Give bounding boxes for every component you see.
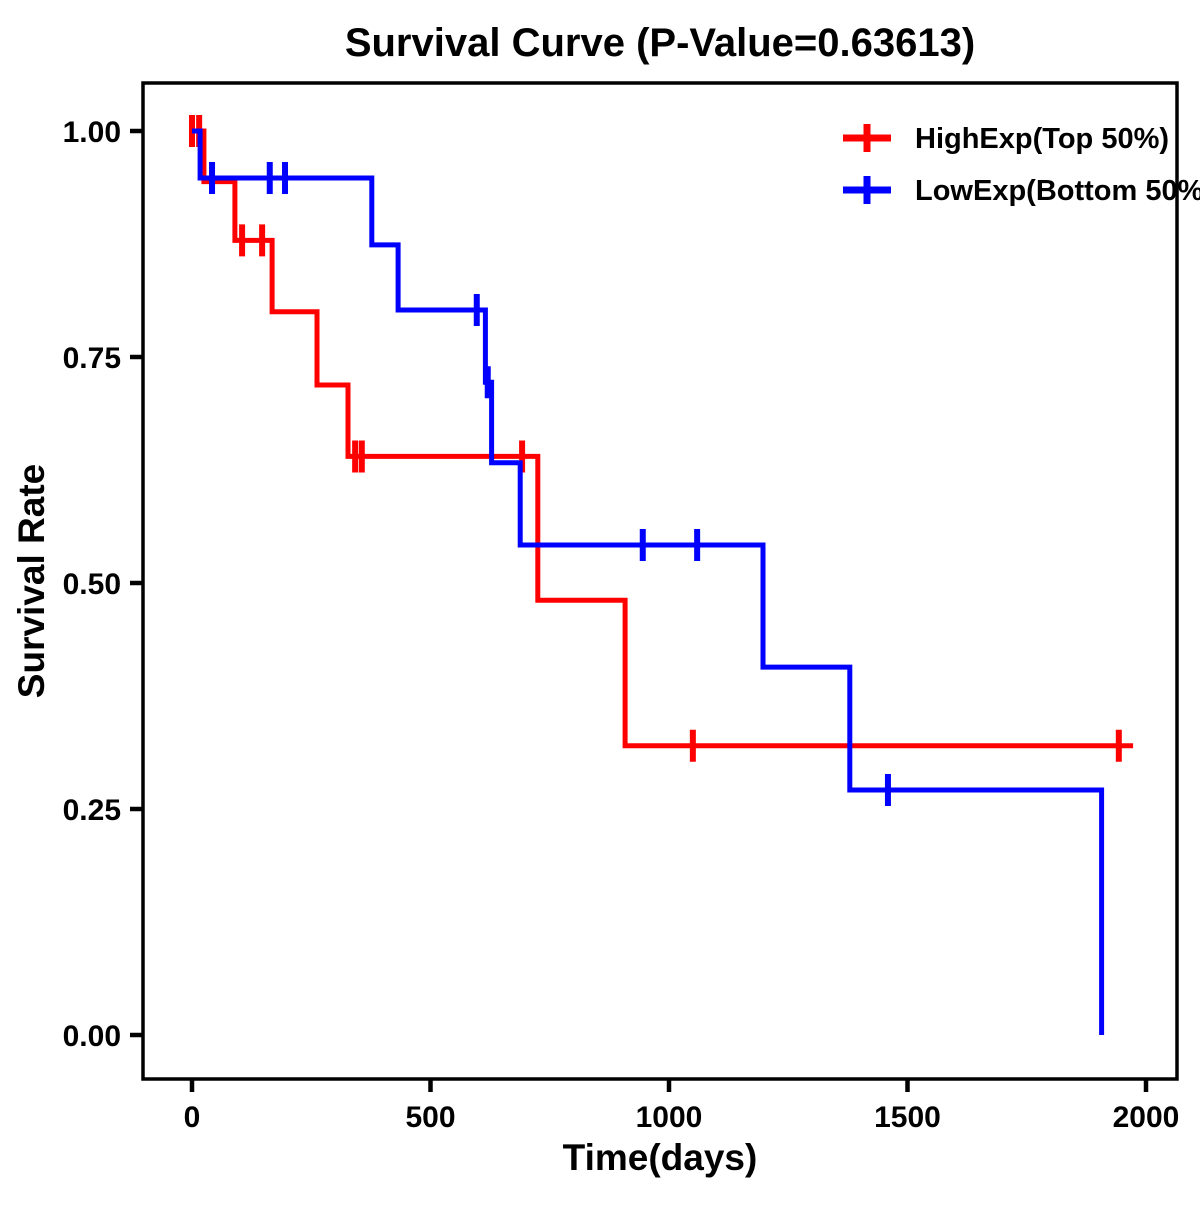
highexp-curve (192, 128, 1134, 749)
survival-curves (189, 115, 1134, 1035)
axis-ticks: 0 500 1000 1500 2000 0.00 0.25 0.50 0.75 1.00 (63, 116, 1180, 1134)
y-tick-label: 1.00 (63, 116, 121, 149)
legend-entry-highexp: HighExp(Top 50%) (843, 123, 1169, 155)
x-tick-label: 500 (405, 1101, 455, 1134)
y-tick-label: 0.25 (63, 794, 121, 827)
highexp-legend-label: HighExp(Top 50%) (915, 123, 1169, 155)
legend: HighExp(Top 50%) LowExp(Bottom 50%) (843, 123, 1200, 207)
x-tick-label: 0 (184, 1101, 201, 1134)
y-tick-label: 0.50 (63, 568, 121, 601)
y-tick-label: 0.75 (63, 342, 121, 375)
legend-entry-lowexp: LowExp(Bottom 50%) (843, 175, 1200, 207)
x-axis-label: Time(days) (563, 1137, 758, 1178)
x-tick-label: 2000 (1113, 1101, 1180, 1134)
lowexp-legend-label: LowExp(Bottom 50%) (915, 175, 1200, 207)
x-tick-label: 1500 (874, 1101, 941, 1134)
y-tick-label: 0.00 (63, 1020, 121, 1053)
lowexp-curve (192, 128, 1105, 1035)
y-axis-label: Survival Rate (11, 464, 52, 698)
chart-title: Survival Curve (P-Value=0.63613) (345, 21, 975, 65)
plot-border (141, 81, 1179, 1081)
x-tick-label: 1000 (636, 1101, 703, 1134)
